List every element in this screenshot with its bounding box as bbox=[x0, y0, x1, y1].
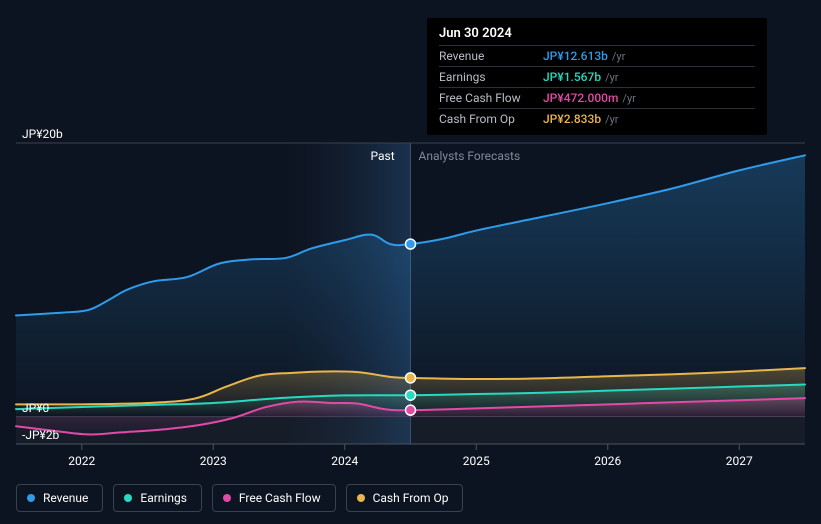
legend-dot-icon bbox=[357, 494, 365, 502]
legend-item-earnings[interactable]: Earnings bbox=[113, 484, 202, 512]
y-axis-label: JP¥0 bbox=[22, 401, 49, 415]
x-axis-label: 2023 bbox=[200, 454, 227, 468]
chart-tooltip: Jun 30 2024 Revenue JP¥12.613b/yr Earnin… bbox=[427, 18, 767, 135]
legend-label: Revenue bbox=[43, 491, 88, 505]
financial-forecast-chart: Jun 30 2024 Revenue JP¥12.613b/yr Earnin… bbox=[0, 0, 821, 524]
legend-item-fcf[interactable]: Free Cash Flow bbox=[212, 484, 336, 512]
legend-item-cfo[interactable]: Cash From Op bbox=[346, 484, 464, 512]
tooltip-row: Free Cash Flow JP¥472.000m/yr bbox=[439, 87, 755, 108]
tooltip-value: JP¥472.000m bbox=[543, 91, 618, 105]
x-axis-label: 2022 bbox=[68, 454, 95, 468]
forecast-label: Analysts Forecasts bbox=[419, 149, 521, 163]
tooltip-unit: /yr bbox=[612, 50, 625, 63]
y-axis-label: -JP¥2b bbox=[22, 428, 59, 442]
legend-label: Earnings bbox=[140, 491, 187, 505]
x-axis-label: 2027 bbox=[726, 454, 753, 468]
tooltip-label: Earnings bbox=[439, 70, 531, 84]
tooltip-unit: /yr bbox=[622, 92, 635, 105]
legend-label: Cash From Op bbox=[373, 491, 449, 505]
x-axis-label: 2025 bbox=[463, 454, 490, 468]
tooltip-row: Revenue JP¥12.613b/yr bbox=[439, 45, 755, 66]
legend-dot-icon bbox=[223, 494, 231, 502]
tooltip-value: JP¥2.833b bbox=[543, 112, 601, 126]
tooltip-value: JP¥12.613b bbox=[543, 49, 608, 63]
tooltip-label: Revenue bbox=[439, 49, 531, 63]
tooltip-row: Cash From Op JP¥2.833b/yr bbox=[439, 108, 755, 129]
chart-legend: Revenue Earnings Free Cash Flow Cash Fro… bbox=[16, 484, 463, 512]
legend-label: Free Cash Flow bbox=[239, 491, 321, 505]
legend-item-revenue[interactable]: Revenue bbox=[16, 484, 103, 512]
tooltip-label: Free Cash Flow bbox=[439, 91, 531, 105]
tooltip-unit: /yr bbox=[605, 113, 618, 126]
legend-dot-icon bbox=[124, 494, 132, 502]
past-label: Past bbox=[371, 149, 395, 163]
y-axis-label: JP¥20b bbox=[22, 127, 63, 141]
x-axis-label: 2024 bbox=[331, 454, 358, 468]
tooltip-title: Jun 30 2024 bbox=[439, 26, 755, 41]
tooltip-row: Earnings JP¥1.567b/yr bbox=[439, 66, 755, 87]
tooltip-label: Cash From Op bbox=[439, 112, 531, 126]
x-axis-label: 2026 bbox=[594, 454, 621, 468]
tooltip-value: JP¥1.567b bbox=[543, 70, 601, 84]
legend-dot-icon bbox=[27, 494, 35, 502]
tooltip-unit: /yr bbox=[605, 71, 618, 84]
